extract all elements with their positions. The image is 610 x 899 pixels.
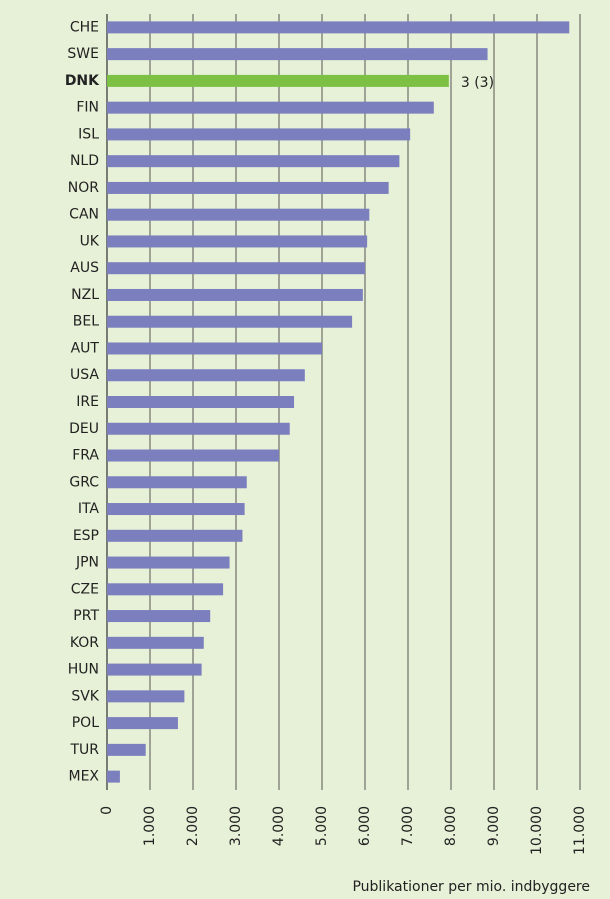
x-tick-label: 3.000 [228,806,244,846]
y-tick-label: ESP [73,528,99,544]
bar [107,396,295,408]
bar [107,369,305,382]
y-tick-label: FIN [76,100,99,116]
x-tick-label: 4.000 [271,806,287,846]
y-tick-label: USA [70,367,99,383]
x-tick-label: 1.000 [142,806,158,846]
x-tick-label: 11.000 [572,806,588,855]
y-tick-label: ISL [78,126,99,142]
bar [107,583,224,596]
y-tick-label: BEL [73,314,99,330]
annotation: 3 (3) [461,75,494,91]
x-tick-label: 10.000 [529,806,545,855]
x-tick-label: 9.000 [486,806,502,846]
bar [107,743,146,756]
y-tick-label: CHE [70,19,99,35]
y-tick-label: POL [72,715,99,731]
bar [107,690,185,703]
bar [107,128,411,141]
x-tick-label: 5.000 [314,806,330,846]
y-tick-label: SVK [71,688,99,704]
bar [107,342,322,355]
bar [107,155,400,168]
x-tick-label: 7.000 [400,806,416,846]
bar [107,717,178,730]
y-tick-label: MEX [68,769,99,785]
x-tick-label: 6.000 [357,806,373,846]
bar [107,476,247,489]
x-axis-title: Publikationer per mio. indbyggere [352,879,590,895]
y-tick-label: PRT [73,608,99,624]
x-tick-label: 0 [99,806,115,815]
y-tick-label: DEU [69,421,99,437]
y-tick-label: NOR [68,180,99,196]
x-tick-label: 2.000 [185,806,201,846]
bar [107,181,389,194]
y-tick-label: FRA [72,448,99,464]
y-tick-label: AUT [71,340,100,356]
bar [107,770,120,783]
bar [107,422,290,435]
bar [107,663,202,676]
y-tick-label: DNK [65,73,100,89]
y-tick-label: HUN [68,662,99,678]
y-tick-label: KOR [70,635,99,651]
y-tick-label: JPN [75,555,99,571]
bar [107,74,449,87]
y-tick-label: IRE [76,394,99,410]
bar [107,315,353,328]
y-tick-label: CAN [69,207,99,223]
bar [107,235,368,248]
y-tick-label: UK [80,233,100,249]
y-tick-label: AUS [70,260,99,276]
bar [107,288,363,301]
bar [107,610,211,623]
y-tick-label: GRC [69,474,99,490]
x-tick-label: 8.000 [443,806,459,846]
y-tick-label: CZE [71,581,99,597]
y-tick-label: ITA [78,501,100,517]
bar [107,208,370,221]
bar [107,503,245,516]
y-tick-label: NZL [71,287,99,303]
y-tick-label: SWE [67,46,99,62]
bar [107,529,243,542]
bar [107,636,204,649]
bar [107,262,365,275]
bar [107,101,434,114]
y-tick-label: TUR [69,742,99,758]
bar [107,449,279,462]
y-tick-label: NLD [70,153,99,169]
bar [107,21,570,34]
bar [107,556,230,569]
bar [107,48,488,61]
